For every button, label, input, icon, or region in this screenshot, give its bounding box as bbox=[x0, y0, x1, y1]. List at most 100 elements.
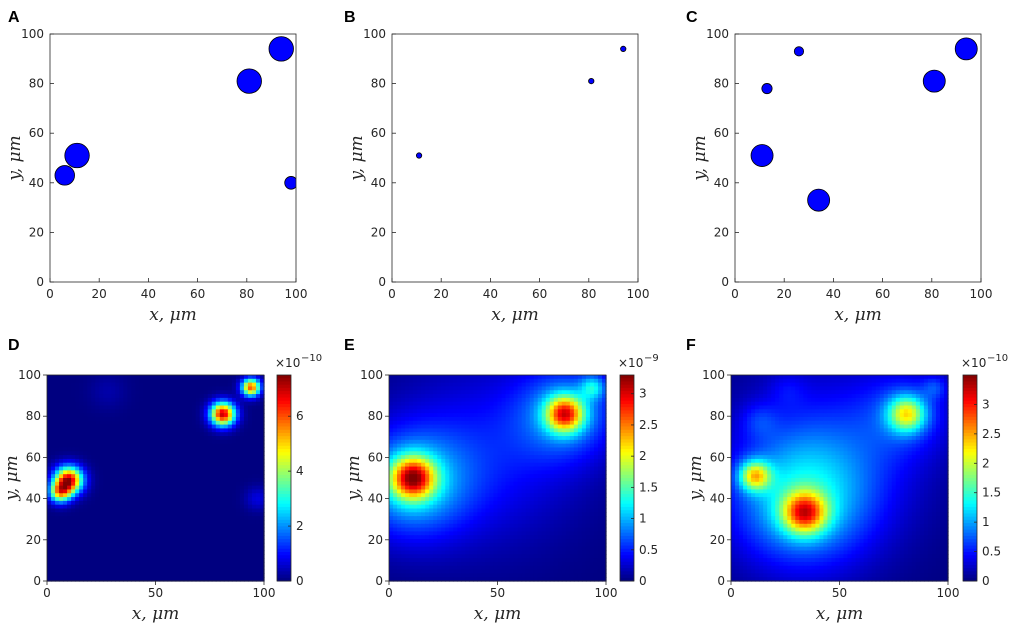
heatmap-cell bbox=[409, 462, 414, 468]
heatmap-cell bbox=[449, 409, 454, 414]
heatmap-cell bbox=[87, 455, 92, 460]
heatmap-cell bbox=[227, 409, 233, 414]
heatmap-cell bbox=[91, 436, 96, 441]
heatmap-cell bbox=[115, 397, 120, 403]
heatmap-cell bbox=[95, 455, 100, 460]
heatmap-cell bbox=[501, 401, 507, 407]
heatmap-cell bbox=[107, 512, 112, 517]
heatmap-cell bbox=[453, 428, 458, 433]
heatmap-cell bbox=[203, 539, 209, 544]
heatmap-cell bbox=[513, 481, 519, 487]
heatmap-cell bbox=[87, 504, 92, 510]
heatmap-cell bbox=[79, 394, 84, 399]
heatmap-cell bbox=[509, 474, 515, 479]
heatmap-cell bbox=[529, 436, 535, 441]
heatmap-cell bbox=[227, 565, 233, 571]
heatmap-cell bbox=[179, 493, 185, 498]
heatmap-cell bbox=[83, 512, 88, 517]
heatmap-cell bbox=[593, 458, 599, 464]
heatmap-cell bbox=[433, 485, 438, 491]
heatmap-cell bbox=[135, 436, 141, 441]
heatmap-cell bbox=[91, 455, 96, 460]
heatmap-cell bbox=[147, 439, 153, 445]
heatmap-cell bbox=[255, 436, 261, 441]
heatmap-cell bbox=[255, 539, 261, 544]
heatmap-cell bbox=[489, 428, 495, 433]
heatmap-cell bbox=[147, 424, 153, 429]
heatmap-cell bbox=[199, 462, 205, 468]
heatmap-cell bbox=[223, 489, 229, 494]
heatmap-cell bbox=[83, 481, 88, 487]
heatmap-cell bbox=[71, 432, 76, 437]
heatmap-cell bbox=[481, 497, 487, 502]
heatmap-cell bbox=[481, 481, 487, 487]
heatmap-cell bbox=[107, 516, 112, 521]
heatmap-cell bbox=[255, 439, 261, 445]
heatmap-cell bbox=[99, 394, 104, 399]
heatmap-cell bbox=[155, 500, 161, 506]
heatmap-cell bbox=[425, 474, 430, 479]
heatmap-cell bbox=[127, 401, 132, 407]
heatmap-cell bbox=[437, 455, 442, 460]
heatmap-cell bbox=[437, 481, 442, 487]
heatmap-cell bbox=[231, 508, 237, 513]
heatmap-cell bbox=[127, 436, 132, 441]
heatmap-cell bbox=[585, 428, 591, 433]
heatmap-cell bbox=[95, 569, 100, 574]
heatmap-cell bbox=[239, 413, 245, 418]
heatmap-cell bbox=[115, 554, 120, 559]
heatmap-cell bbox=[63, 405, 68, 410]
heatmap-cell bbox=[569, 451, 575, 456]
heatmap-cell bbox=[247, 390, 253, 395]
heatmap-cell bbox=[441, 420, 446, 426]
heatmap-cell bbox=[67, 451, 72, 456]
heatmap-cell bbox=[87, 382, 92, 388]
heatmap-cell bbox=[247, 470, 253, 475]
heatmap-cell bbox=[103, 531, 108, 536]
heatmap-cell bbox=[589, 375, 595, 380]
heatmap-cell bbox=[155, 527, 161, 532]
heatmap-cell bbox=[211, 508, 217, 513]
heatmap-cell bbox=[99, 512, 104, 517]
heatmap-cell bbox=[601, 420, 607, 426]
heatmap-cell bbox=[421, 458, 426, 464]
heatmap-cell bbox=[115, 382, 120, 388]
heatmap-cell bbox=[107, 416, 112, 422]
heatmap-cell bbox=[589, 478, 595, 483]
heatmap-cell bbox=[143, 455, 149, 460]
heatmap-cell bbox=[207, 489, 213, 494]
heatmap-cell bbox=[389, 409, 394, 414]
heatmap-cell bbox=[139, 527, 145, 532]
heatmap-cell bbox=[55, 497, 60, 502]
heatmap-cell bbox=[207, 527, 213, 532]
heatmap-cell bbox=[485, 443, 491, 449]
heatmap-cell bbox=[481, 451, 487, 456]
heatmap-cell bbox=[473, 382, 479, 388]
heatmap-cell bbox=[569, 439, 575, 445]
heatmap-cell bbox=[457, 405, 462, 410]
heatmap-cell bbox=[473, 451, 479, 456]
heatmap-cell bbox=[167, 378, 173, 384]
heatmap-cell bbox=[203, 493, 209, 498]
heatmap-cell bbox=[397, 443, 402, 449]
heatmap-cell bbox=[199, 527, 205, 532]
heatmap-cell bbox=[103, 561, 108, 567]
heatmap-cell bbox=[227, 401, 233, 407]
heatmap-cell bbox=[199, 443, 205, 449]
heatmap-cell bbox=[139, 413, 145, 418]
heatmap-cell bbox=[485, 447, 491, 452]
heatmap-cell bbox=[409, 493, 414, 498]
heatmap-cell bbox=[51, 485, 56, 491]
heatmap-cell bbox=[489, 382, 495, 388]
heatmap-cell bbox=[581, 432, 587, 437]
heatmap-cell bbox=[127, 432, 132, 437]
heatmap-cell bbox=[195, 466, 201, 471]
heatmap-cell bbox=[589, 439, 595, 445]
heatmap-cell bbox=[67, 508, 72, 513]
heatmap-cell bbox=[449, 432, 454, 437]
heatmap-cell bbox=[251, 478, 257, 483]
colorbar-swatch bbox=[277, 529, 291, 534]
heatmap-cell bbox=[179, 413, 185, 418]
heatmap-cell bbox=[103, 413, 108, 418]
heatmap-cell bbox=[223, 500, 229, 506]
